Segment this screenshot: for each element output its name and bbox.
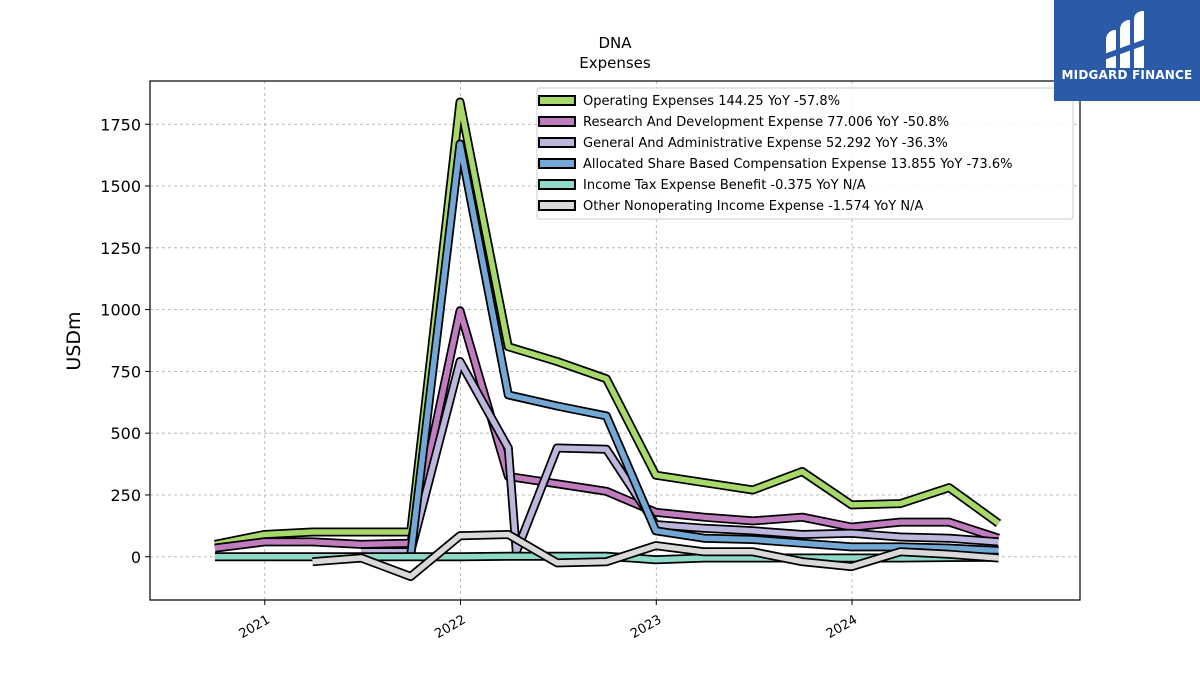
- legend-entry-2: General And Administrative Expense 52.29…: [583, 136, 948, 151]
- chart-subtitle: Expenses: [579, 54, 651, 72]
- legend-entry-0: Operating Expenses 144.25 YoY -57.8%: [583, 94, 840, 109]
- series-line-3: [407, 141, 999, 556]
- y-tick-label: 1250: [100, 239, 141, 258]
- y-axis-label: USDm: [63, 311, 85, 370]
- logo-text: MIDGARD FINANCE: [1061, 68, 1193, 82]
- x-tick-label: 2022: [432, 612, 468, 642]
- y-tick-label: 250: [110, 486, 141, 505]
- y-axis-ticks: 0 250 500 750 1000 1250 1500 1750: [100, 115, 150, 567]
- series-lines: [214, 97, 1002, 581]
- series-line-outline-1: [214, 306, 1000, 553]
- y-tick-label: 1750: [100, 115, 141, 134]
- y-tick-label: 0: [131, 548, 141, 567]
- y-tick-label: 750: [110, 362, 141, 381]
- legend-swatch-4: [538, 179, 576, 190]
- y-tick-label: 1500: [100, 177, 141, 196]
- legend-swatch-2: [538, 137, 576, 148]
- series-line-5: [312, 531, 999, 580]
- x-tick-label: 2021: [237, 612, 273, 642]
- legend-box: [536, 87, 1074, 220]
- chart-title: DNA: [598, 34, 632, 52]
- legend-entry-4: Income Tax Expense Benefit -0.375 YoY N/…: [583, 178, 866, 193]
- midgard-logo-icon: [1104, 11, 1148, 68]
- legend-swatch-1: [538, 116, 576, 127]
- legend-swatch-3: [538, 158, 576, 169]
- y-tick-label: 1000: [100, 301, 141, 320]
- x-tick-label: 2024: [824, 612, 860, 642]
- x-axis-ticks: 2021 2022 2023 2024: [237, 600, 860, 642]
- series-line-0: [214, 99, 1001, 548]
- plot-frame: [149, 80, 1081, 601]
- legend: Operating Expenses 144.25 YoY -57.8% Rese…: [536, 87, 1074, 220]
- series-line-1: [214, 308, 1000, 551]
- legend-entry-1: Research And Development Expense 77.006 …: [583, 115, 949, 130]
- x-tick-label: 2023: [628, 612, 664, 642]
- legend-entry-3: Allocated Share Based Compensation Expen…: [583, 157, 1012, 172]
- y-tick-label: 500: [110, 424, 141, 443]
- midgard-finance-logo: MIDGARD FINANCE: [1054, 0, 1200, 101]
- legend-entry-5: Other Nonoperating Income Expense -1.574…: [583, 199, 923, 214]
- legend-swatch-5: [538, 200, 576, 211]
- legend-swatch-0: [538, 95, 576, 106]
